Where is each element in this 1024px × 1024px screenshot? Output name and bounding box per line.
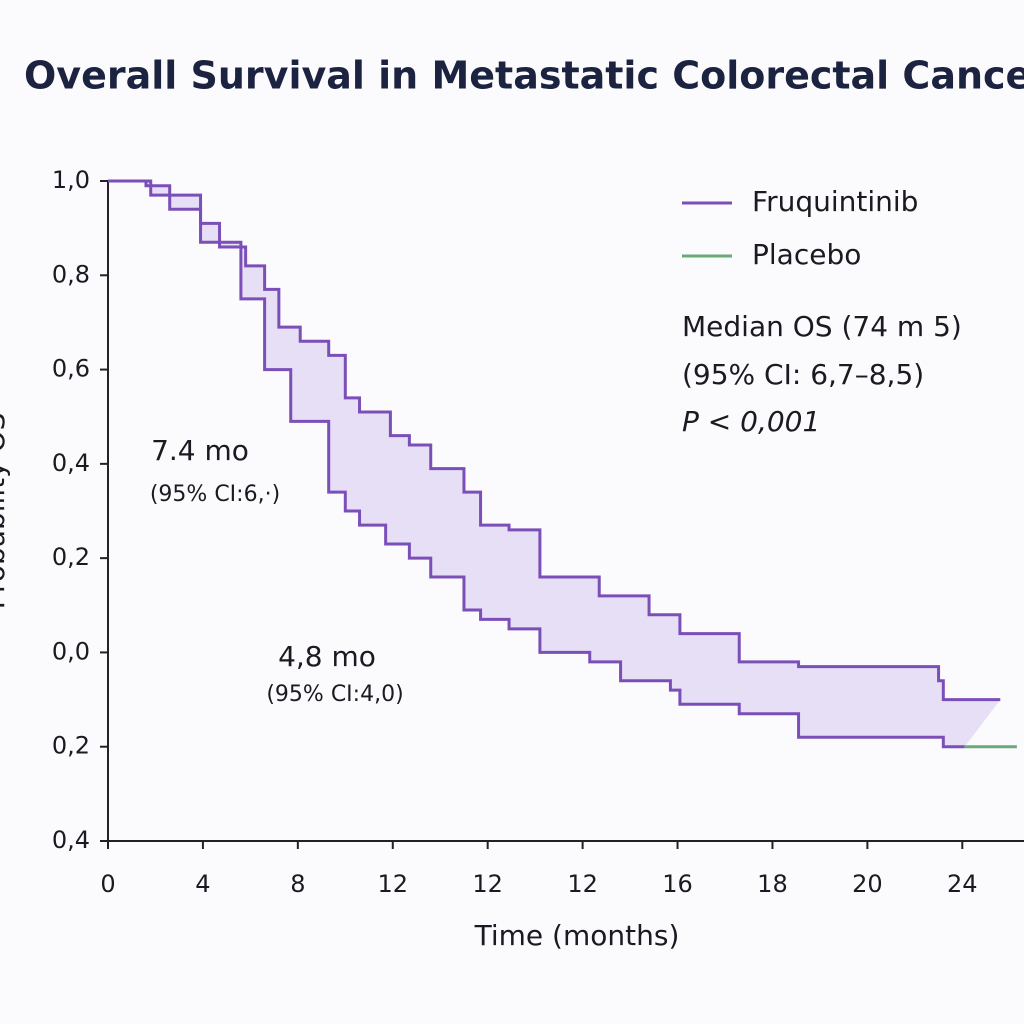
y-tick-label: 0,0	[52, 637, 90, 665]
ci-band	[108, 181, 1001, 747]
x-axis-label: Time (months)	[474, 919, 680, 952]
annotation: (95% CI:4,0)	[266, 682, 403, 707]
survival-curve	[108, 179, 1001, 702]
y-tick-label: 0,4	[52, 449, 90, 477]
annotation: P < 0,001	[682, 405, 820, 438]
x-tick-label: 4	[195, 870, 210, 898]
y-tick-label: 1,0	[52, 166, 90, 194]
x-tick-label: 0	[100, 870, 115, 898]
y-tick-label: 0,4	[52, 826, 90, 854]
annotation: 7.4 mo	[151, 434, 249, 467]
x-tick-label: 24	[947, 870, 978, 898]
x-tick-label: 12	[567, 870, 598, 898]
chart-title: Overall Survival in Metastatic Colorecta…	[24, 54, 1024, 98]
annotation: (95% CI:6,·)	[150, 482, 280, 507]
annotation: 4,8 mo	[278, 640, 376, 673]
survival-curve	[108, 179, 965, 749]
x-tick-label: 12	[377, 870, 408, 898]
annotation: Median OS (74 m 5)	[682, 310, 962, 343]
x-tick-label: 16	[662, 870, 693, 898]
y-axis-label: Probability OS	[0, 413, 11, 610]
x-tick-label: 12	[472, 870, 503, 898]
x-tick-label: 18	[757, 870, 788, 898]
annotation: (95% CI: 6,7–8,5)	[682, 358, 924, 391]
y-tick-label: 0,2	[52, 732, 90, 760]
y-tick-label: 0,6	[52, 355, 90, 383]
x-tick-label: 8	[290, 870, 305, 898]
legend-label: Fruquintinib	[752, 185, 918, 218]
y-tick-label: 0,8	[52, 260, 90, 288]
legend-label: Placebo	[752, 238, 861, 271]
x-tick-label: 20	[852, 870, 883, 898]
y-tick-label: 0,2	[52, 543, 90, 571]
